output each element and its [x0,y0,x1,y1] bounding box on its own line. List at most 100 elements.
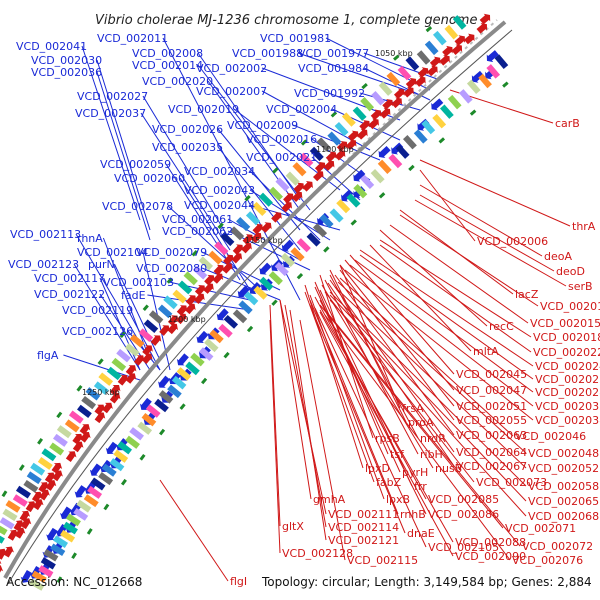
leader-line [160,480,228,581]
gene-label: VCD_002114 [328,521,399,534]
feature-block [495,54,509,69]
leader-line [380,245,531,352]
gc-marker [271,299,277,305]
gc-marker [2,490,8,497]
gene-label: lpxD [365,462,390,475]
gene-label: VCD_002071 [505,522,576,535]
feature-block [208,251,222,265]
feature-block [440,104,454,118]
gene-label: VCD_002012 [540,300,600,313]
gene-label: VCD_001984 [298,62,369,75]
gene-label: fabZ [376,476,402,489]
gene-label: VCD_002016 [246,133,317,146]
gene-label: VCD_002047 [456,384,527,397]
gene-label: VCD_002007 [196,85,267,98]
tick-label: 1250 kbp [82,388,120,397]
gc-marker [103,504,109,511]
gene-label: thrA [572,220,596,233]
gc-marker [351,219,357,225]
leader-line [270,305,280,526]
gc-marker [439,137,445,143]
gene-label: VCD_002046 [515,430,586,443]
gc-marker [159,429,165,436]
feature-block [448,95,462,109]
feature-block [330,208,344,222]
gene-label: VCD_002055 [456,414,527,427]
feature-block [360,175,374,189]
feature-block [425,41,439,55]
gc-marker [408,165,414,171]
feature-block [236,217,250,231]
gc-marker [201,378,207,385]
gene-label: VCD_002064 [456,446,527,459]
gc-marker [502,82,509,88]
gc-marker [223,352,229,358]
gene-label: VCD_002065 [528,495,599,508]
gene-label: VCD_002019 [168,103,239,116]
gene-label: VCD_002117 [34,272,105,285]
gene-label: tsf [390,448,405,461]
gene-label: VCD_001992 [294,87,365,100]
gene-label: VCD_002004 [266,103,337,116]
tick-label: 1150 kbp [245,236,283,245]
gene-label: VCD_002113 [10,228,81,241]
gene-label: VCD_002025 [535,373,600,386]
feature-block [246,211,260,225]
gc-marker [180,403,186,410]
leader-line [360,255,533,379]
gc-marker [71,552,77,559]
gene-label: VCD_002015 [530,317,600,330]
gc-marker [470,109,476,115]
gene-label: VCD_002006 [477,235,548,248]
gene-label: VCD_002079 [136,246,207,259]
reverse-gene-arrow [478,11,493,26]
gene-label: recC [489,320,514,333]
gene-label: VCD_002041 [16,40,87,53]
gene-label: VCD_002121 [328,534,399,547]
gene-label: VCD_001977 [298,47,369,60]
gene-label: rnhB [400,508,426,521]
gc-marker [56,412,62,419]
gene-label: VCD_002024 [535,360,600,373]
gene-label: VCD_002111 [328,508,399,521]
gene-label: VCD_002128 [282,547,353,560]
gene-label: VCD_002076 [512,554,583,567]
gc-marker [247,326,253,332]
gene-label: VCD_002115 [347,554,418,567]
gene-label: VCD_002038 [535,414,600,427]
gene-label: VCD_002067 [456,460,527,473]
gene-label: VCD_002060 [114,172,185,185]
leader-line [315,282,388,454]
gene-label: VCD_002058 [528,480,599,493]
feature-block [163,295,177,309]
gc-marker [323,246,329,252]
tick-label: 1050 kbp [375,49,413,58]
gene-label: VCD_002018 [533,331,600,344]
feature-block [178,281,192,295]
gene-label: VCD_002043 [184,184,255,197]
gene-label: VCD_002036 [31,66,102,79]
gc-marker [143,304,149,310]
leader-line [280,300,311,499]
gene-label: lpxB [386,493,410,506]
gene-label: VCD_001988 [232,47,303,60]
feature-block [342,112,356,126]
gc-marker [19,464,25,471]
gene-label: VCD_002123 [8,258,79,271]
gene-label: frr [414,480,427,493]
gene-label: VCD_002014 [132,59,203,72]
gene-label: frsA [402,402,424,415]
gene-label: gltX [282,520,304,533]
feature-block [371,91,385,105]
feature-block [403,135,417,149]
gene-label: VCD_002035 [152,141,223,154]
gene-label: fadE [121,289,146,302]
gene-label: VCD_002002 [196,62,267,75]
topology-text: Topology: circular; Length: 3,149,584 bp… [261,575,592,589]
feature-block [398,66,412,80]
gene-label: VCD_002059 [100,158,171,171]
gene-label: rpsB [375,432,400,445]
gene-label: VCD_002126 [62,325,133,338]
gene-label: serB [568,280,593,293]
leader-line [420,195,554,271]
